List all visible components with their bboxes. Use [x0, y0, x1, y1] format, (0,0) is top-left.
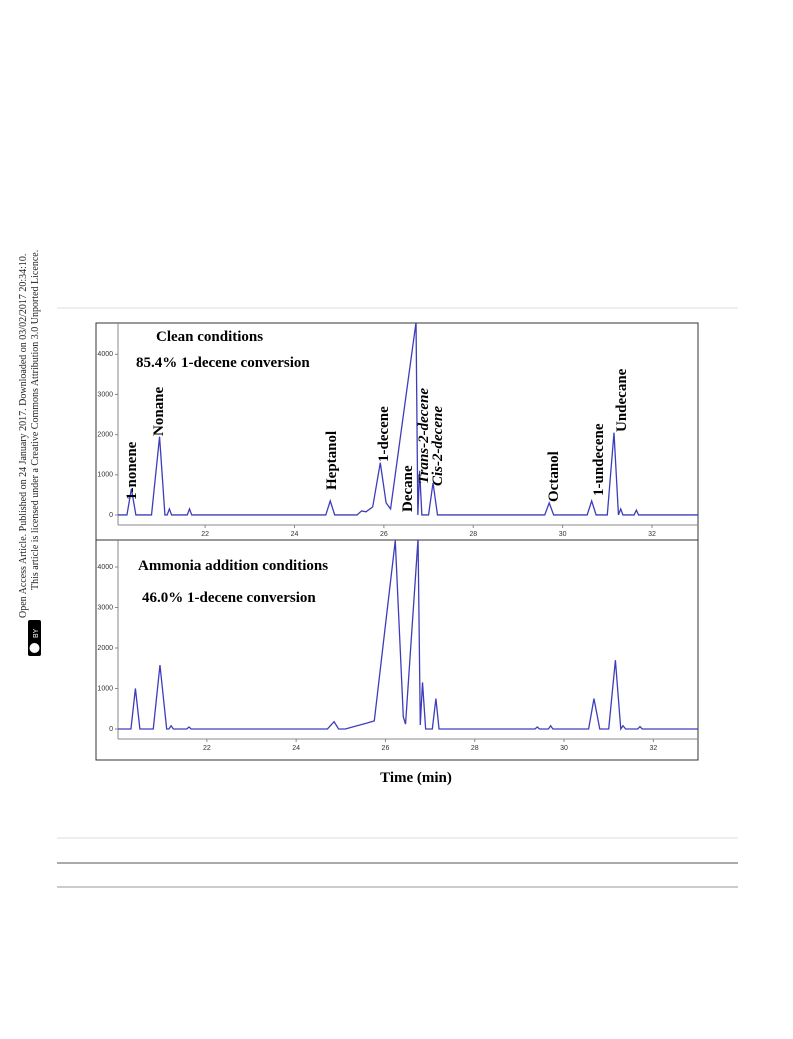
panel-title: Clean conditions [156, 329, 263, 345]
x-tick-label: 28 [469, 531, 477, 538]
peak-label: 1-undecene [591, 423, 607, 496]
plot [118, 540, 698, 731]
y-tick-label: 0 [109, 726, 113, 733]
x-tick-label: 26 [382, 745, 390, 752]
x-tick-label: 28 [471, 745, 479, 752]
x-tick-label: 32 [648, 531, 656, 538]
peak-label: 1-decene [376, 406, 392, 462]
y-tick-label: 1000 [97, 685, 113, 692]
y-tick-label: 3000 [97, 391, 113, 398]
plot [118, 323, 698, 516]
page-rules [57, 307, 738, 888]
x-tick-label: 30 [559, 531, 567, 538]
x-tick-label: 26 [380, 531, 388, 538]
x-tick-label: 32 [649, 745, 657, 752]
sidebar: Open Access Article. Published on 24 Jan… [18, 250, 41, 656]
panel-title: Ammonia addition conditions [138, 558, 328, 574]
x-tick-label: 24 [292, 745, 300, 752]
peak-label: Cis-2-decene [430, 406, 446, 486]
peak-label: Decane [400, 465, 416, 512]
panel-subtitle: 85.4% 1-decene conversion [136, 355, 310, 371]
y-tick-label: 4000 [97, 351, 113, 358]
peak-label: Undecane [614, 368, 630, 432]
sidebar-line: Open Access Article. Published on 24 Jan… [18, 254, 29, 618]
sidebar-line: This article is licensed under a Creativ… [30, 250, 41, 590]
cc-icon [29, 643, 40, 653]
peak-label: Nonane [151, 386, 167, 436]
x-tick-label: 22 [203, 745, 211, 752]
x-tick-label: 30 [560, 745, 568, 752]
peak-label: Trans-2-decene [416, 388, 432, 484]
y-tick-label: 4000 [97, 564, 113, 571]
y-tick-label: 0 [109, 512, 113, 519]
badge-text: BY [33, 628, 40, 638]
panel-subtitle: 46.0% 1-decene conversion [142, 590, 316, 606]
x-axis-label: Time (min) [380, 770, 452, 786]
y-tick-label: 3000 [97, 604, 113, 611]
y-tick-label: 2000 [97, 431, 113, 438]
peak-label: Heptanol [324, 431, 340, 490]
trace [118, 323, 698, 516]
peak-label: Octanol [546, 451, 562, 502]
x-tick-label: 24 [291, 531, 299, 538]
trace [118, 540, 698, 731]
y-tick-label: 1000 [97, 472, 113, 479]
figure-frame [95, 322, 699, 761]
peak-label: 1-nonene [124, 441, 140, 500]
y-tick-label: 2000 [97, 645, 113, 652]
x-tick-label: 22 [201, 531, 209, 538]
